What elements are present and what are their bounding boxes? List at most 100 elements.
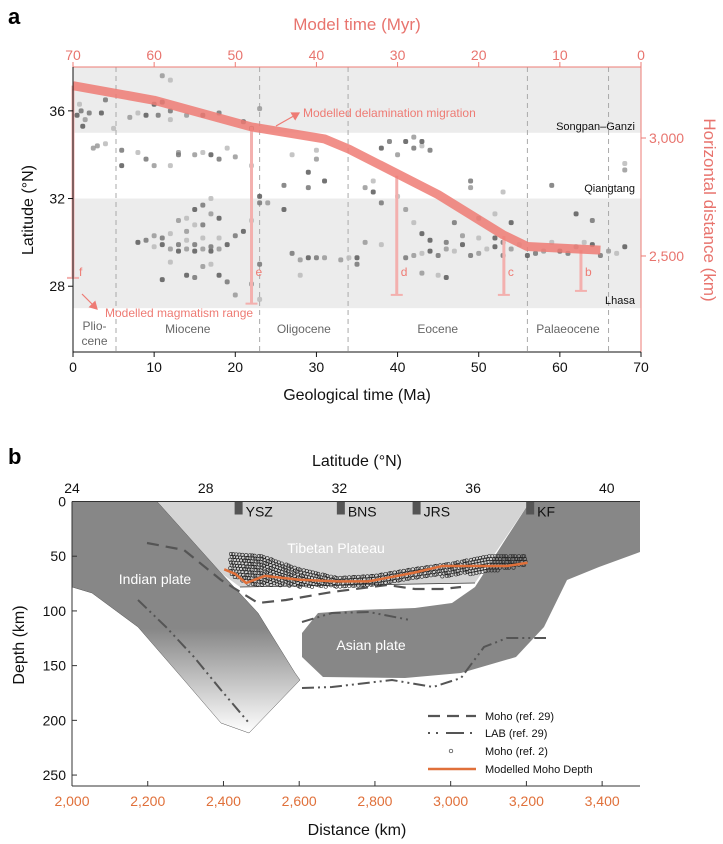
moho-ref2-point xyxy=(419,574,424,579)
data-point xyxy=(549,182,555,188)
data-point xyxy=(622,167,628,173)
moho-ref2-point xyxy=(288,564,293,569)
moho-ref2-point xyxy=(247,576,252,581)
data-point xyxy=(208,244,214,250)
moho-ref2-point xyxy=(361,574,366,579)
moho-ref2-point xyxy=(446,570,451,575)
moho-ref2-point xyxy=(486,568,491,573)
moho-ref2-point xyxy=(256,559,261,564)
data-point xyxy=(573,211,579,217)
moho-ref2-point xyxy=(425,573,430,578)
data-point xyxy=(192,207,198,212)
data-point xyxy=(265,200,271,206)
epoch-label: Oligocene xyxy=(277,322,331,336)
data-point xyxy=(289,152,295,158)
moho-ref2-point xyxy=(259,562,264,567)
moho-ref2-point xyxy=(288,573,293,578)
moho-ref2-point xyxy=(247,559,252,564)
data-point xyxy=(476,250,482,256)
moho-ref2-point xyxy=(491,557,496,562)
moho-ref2-point xyxy=(489,559,494,564)
top-axis-title: Latitude (°N) xyxy=(312,453,402,470)
moho-ref2-point xyxy=(265,564,270,569)
x-tick-label: 3,000 xyxy=(433,793,468,809)
top-tick-label: 10 xyxy=(552,47,568,63)
moho-ref2-point xyxy=(447,573,452,578)
data-point xyxy=(403,207,409,212)
moho-ref2-point xyxy=(453,569,458,574)
moho-ref2-point xyxy=(282,565,287,570)
moho-ref2-point xyxy=(286,572,291,577)
moho-ref2-point xyxy=(240,561,245,566)
y-tick-label: 36 xyxy=(49,103,65,119)
data-point xyxy=(224,279,230,285)
data-point xyxy=(622,244,628,250)
y-tick-label: 0 xyxy=(58,494,66,510)
top-tick-label: 32 xyxy=(332,480,348,496)
moho-ref2-point xyxy=(264,570,269,575)
moho-ref2-point xyxy=(295,572,300,577)
data-point xyxy=(508,220,514,226)
moho-ref2-point xyxy=(235,563,240,568)
x-tick-label: 2,600 xyxy=(282,793,317,809)
data-point xyxy=(232,233,238,239)
x-tick-label: 10 xyxy=(146,359,162,375)
moho-ref2-point xyxy=(289,567,294,572)
data-point xyxy=(127,114,133,120)
label-tibetan-plateau: Tibetan Plateau xyxy=(287,540,385,556)
suture-label: YSZ xyxy=(246,504,274,520)
data-point xyxy=(411,253,417,259)
data-point xyxy=(313,255,319,261)
moho-ref2-point xyxy=(322,581,327,586)
moho-ref2-point xyxy=(522,557,527,562)
data-point xyxy=(305,169,311,175)
moho-ref2-point xyxy=(231,552,236,557)
data-point xyxy=(281,207,287,212)
data-point xyxy=(427,237,433,243)
data-point xyxy=(175,152,181,158)
moho-ref2-point xyxy=(246,556,251,561)
moho-ref2-point xyxy=(437,569,442,574)
data-point xyxy=(386,139,392,145)
legend-moho-ref2-swatch xyxy=(448,748,454,754)
data-point xyxy=(216,156,222,162)
moho-ref2-point xyxy=(334,576,339,581)
data-point xyxy=(346,255,352,261)
moho-ref2-point xyxy=(243,575,248,580)
moho-ref2-point xyxy=(392,570,397,575)
data-point xyxy=(208,211,214,217)
moho-ref2-point xyxy=(401,577,406,582)
moho-ref2-point xyxy=(334,584,339,589)
data-point xyxy=(468,178,474,184)
moho-ref2-point xyxy=(234,569,239,574)
moho-ref2-point xyxy=(253,582,258,587)
data-point xyxy=(200,202,206,208)
moho-ref2-point xyxy=(444,573,449,578)
y-tick-label: 200 xyxy=(43,712,67,728)
data-point xyxy=(443,274,449,280)
data-point xyxy=(362,185,368,191)
moho-ref2-point xyxy=(244,561,249,566)
data-point xyxy=(419,270,425,276)
moho-ref2-point xyxy=(279,561,284,566)
data-point xyxy=(200,222,206,228)
data-point xyxy=(200,235,206,241)
data-point xyxy=(119,147,125,153)
data-point xyxy=(208,152,214,158)
moho-ref2-point xyxy=(455,560,460,565)
top-tick-label: 30 xyxy=(390,47,406,63)
right-tick-label: 3,000 xyxy=(649,130,684,146)
moho-ref2-point xyxy=(244,553,249,558)
data-point xyxy=(184,215,190,221)
suture-marker xyxy=(336,501,345,515)
data-point xyxy=(411,134,417,140)
moho-ref2-point xyxy=(234,552,239,557)
data-point xyxy=(589,217,595,223)
data-point xyxy=(151,244,157,250)
moho-ref2-point xyxy=(416,575,421,580)
moho-ref2-point xyxy=(356,583,361,588)
moho-ref2-point xyxy=(485,557,490,562)
data-point xyxy=(159,242,165,248)
epoch-label: Eocene xyxy=(417,322,458,336)
data-point xyxy=(90,145,96,151)
